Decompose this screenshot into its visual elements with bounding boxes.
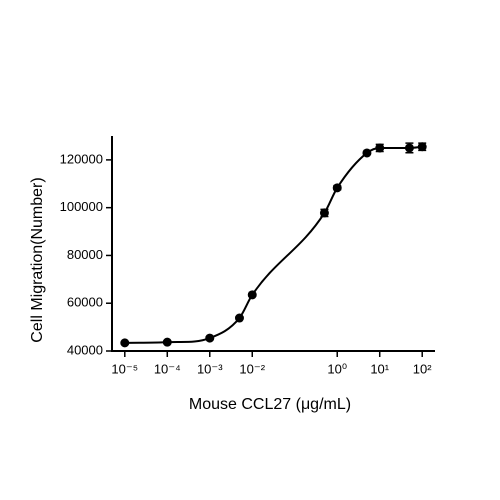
y-tick-label: 60000 [67, 295, 103, 310]
x-tick-label: 10⁰ [327, 361, 347, 376]
y-tick-label: 80000 [67, 247, 103, 262]
x-tick-label: 10⁻⁴ [154, 361, 181, 376]
data-point [319, 208, 329, 218]
data-point [362, 148, 372, 158]
data-point [375, 143, 385, 153]
data-point [247, 290, 257, 300]
x-tick-label: 10² [413, 361, 432, 376]
data-point [234, 313, 244, 323]
y-axis-title: Cell Migration(Number) [29, 177, 46, 342]
x-tick-label: 10⁻⁵ [111, 361, 138, 376]
x-tick-label: 10⁻³ [197, 361, 223, 376]
x-tick-label: 10¹ [370, 361, 389, 376]
y-tick-label: 100000 [60, 199, 103, 214]
x-axis-title: Mouse CCL27 (μg/mL) [189, 396, 351, 413]
data-point [205, 333, 215, 343]
data-point [404, 143, 414, 153]
y-tick-label: 120000 [60, 151, 103, 166]
fit-curve [124, 145, 423, 344]
data-point [332, 183, 342, 193]
data-point [120, 338, 130, 348]
y-tick-label: 40000 [67, 342, 103, 357]
data-point [162, 337, 172, 347]
data-point [417, 142, 427, 152]
x-tick-label: 10⁻² [239, 361, 265, 376]
